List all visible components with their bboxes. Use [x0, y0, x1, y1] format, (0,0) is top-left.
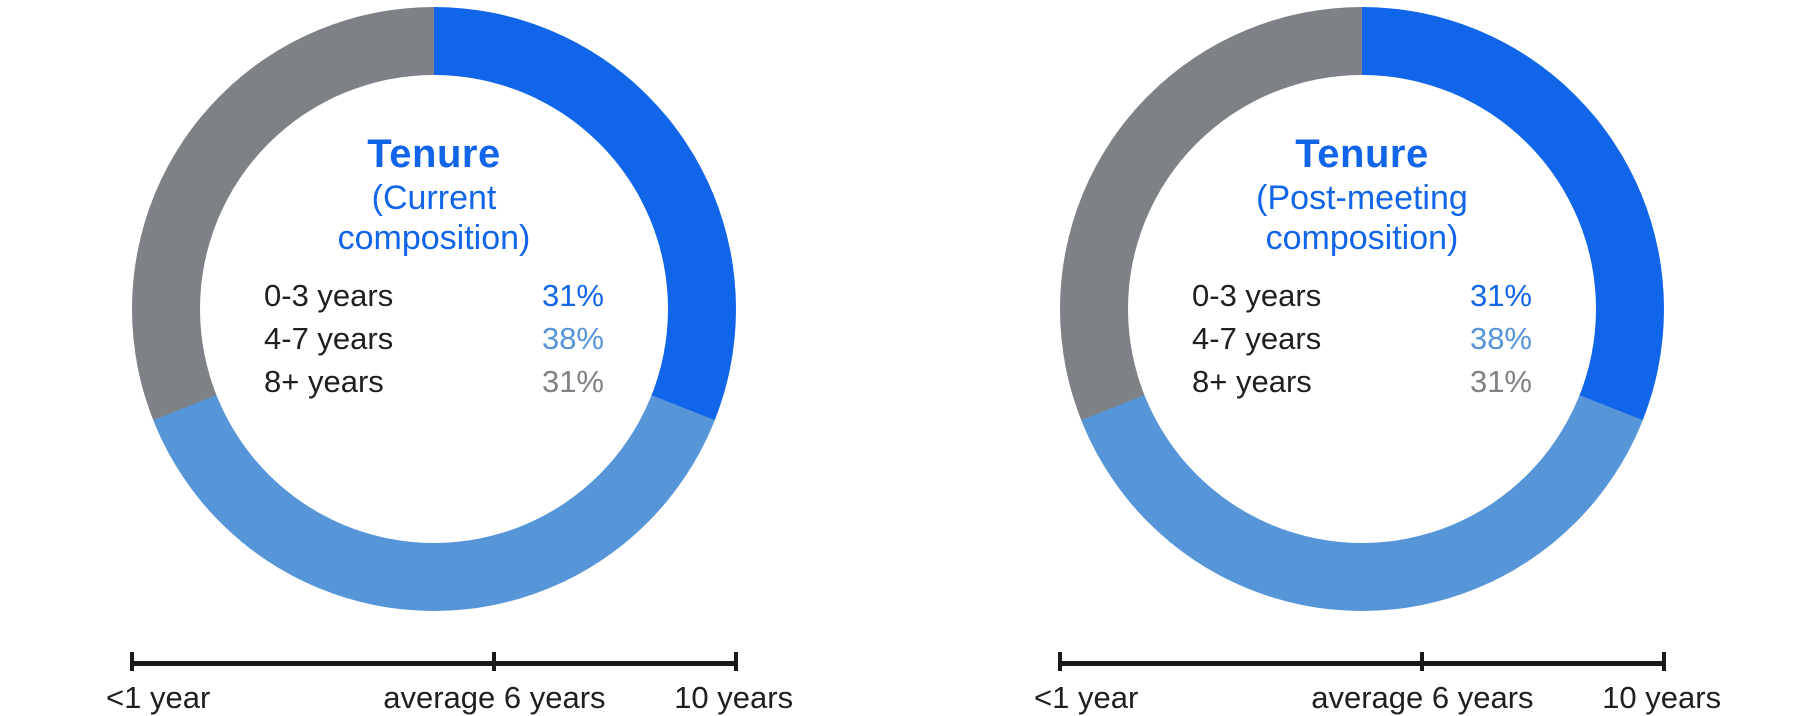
axis-tick-average — [492, 652, 497, 671]
tenure-scale-axis: <1 year average 6 years 10 years — [106, 652, 793, 716]
donut-center-content: Tenure (Current composition) 0-3 years 3… — [244, 130, 624, 403]
legend-value: 31% — [1469, 364, 1532, 399]
donut-ring — [132, 7, 736, 611]
axis-tick-max — [734, 652, 738, 671]
legend-value: 38% — [1469, 321, 1532, 356]
axis-line — [132, 661, 736, 666]
legend-label: 0-3 years — [264, 278, 394, 313]
legend-label: 8+ years — [1192, 364, 1312, 399]
legend: 0-3 years 31% 4-7 years 38% 8+ years 31% — [1192, 274, 1532, 403]
legend-label: 8+ years — [264, 364, 384, 399]
donut-hole — [1128, 75, 1596, 543]
legend-row: 8+ years 31% — [1192, 360, 1532, 403]
chart-subtitle: (Post-meeting composition) — [1256, 179, 1468, 257]
chart-title: Tenure — [1295, 132, 1429, 176]
legend-row: 8+ years 31% — [264, 360, 604, 403]
donut-chart-post-meeting-composition: Tenure (Post-meeting composition) 0-3 ye… — [1034, 0, 1721, 716]
donut-ring — [1060, 7, 1664, 611]
axis-label-min: <1 year — [1034, 680, 1139, 715]
legend-value: 31% — [541, 364, 604, 399]
legend-row: 4-7 years 38% — [1192, 317, 1532, 360]
axis-tick-max — [1662, 652, 1666, 671]
legend-label: 4-7 years — [1192, 321, 1322, 356]
axis-tick-average — [1420, 652, 1425, 671]
legend-row: 4-7 years 38% — [264, 317, 604, 360]
axis-tick-min — [1058, 652, 1062, 671]
legend: 0-3 years 31% 4-7 years 38% 8+ years 31% — [264, 274, 604, 403]
tenure-scale-axis: <1 year average 6 years 10 years — [1034, 652, 1721, 716]
donut-center-content: Tenure (Post-meeting composition) 0-3 ye… — [1172, 130, 1552, 403]
axis-label-average: average 6 years — [1311, 680, 1534, 715]
legend-label: 0-3 years — [1192, 278, 1322, 313]
axis-label-max: 10 years — [674, 680, 794, 715]
axis-tick-min — [130, 652, 134, 671]
axis-label-max: 10 years — [1602, 680, 1722, 715]
donut-hole — [200, 75, 668, 543]
legend-value: 38% — [541, 321, 604, 356]
legend-value: 31% — [1469, 278, 1532, 313]
chart-title: Tenure — [367, 132, 501, 176]
legend-label: 4-7 years — [264, 321, 394, 356]
axis-label-average: average 6 years — [383, 680, 606, 715]
axis-line — [1060, 661, 1664, 666]
axis-label-min: <1 year — [106, 680, 211, 715]
donut-chart-current-composition: Tenure (Current composition) 0-3 years 3… — [106, 0, 793, 716]
legend-value: 31% — [541, 278, 604, 313]
legend-row: 0-3 years 31% — [264, 274, 604, 317]
chart-subtitle: (Current composition) — [337, 179, 531, 257]
legend-row: 0-3 years 31% — [1192, 274, 1532, 317]
